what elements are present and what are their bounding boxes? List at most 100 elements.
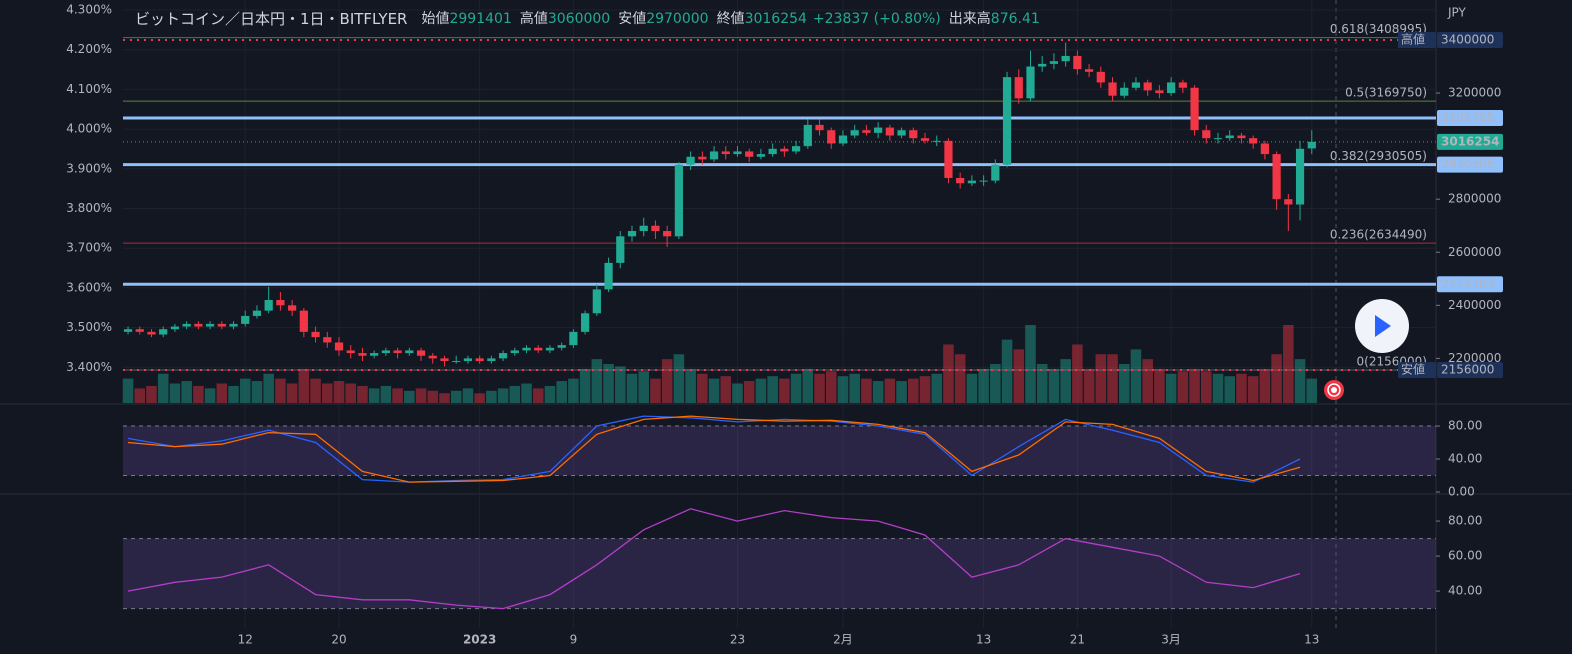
alert-button[interactable] xyxy=(1324,380,1344,400)
candle-body xyxy=(405,350,414,354)
volume-bar xyxy=(802,368,814,403)
volume-bar xyxy=(497,388,509,403)
candle-body xyxy=(791,146,801,152)
y-tick-label: 2200000 xyxy=(1448,351,1501,365)
volume-bar xyxy=(1013,349,1025,403)
volume-bar xyxy=(181,381,192,403)
candle-body xyxy=(1249,138,1258,144)
candle-body xyxy=(428,355,437,359)
volume-bar xyxy=(1130,349,1142,403)
x-tick-label: 2023 xyxy=(463,633,496,647)
volume-bar xyxy=(919,376,931,403)
band-fill xyxy=(123,426,1436,476)
volume-bar xyxy=(427,390,439,403)
y2-tick-label: 3.700% xyxy=(66,241,112,255)
legend-header: ビットコイン／日本円・1日・BITFLYER 始値2991401 高値3060000… xyxy=(135,10,1040,28)
candle-body xyxy=(229,323,238,327)
volume-bar xyxy=(275,378,286,403)
volume-bar xyxy=(638,371,649,403)
volume-bar xyxy=(392,388,403,403)
volume-bar xyxy=(1177,371,1189,403)
candle-body xyxy=(194,323,203,327)
candle-body xyxy=(850,130,859,136)
volume-bar xyxy=(603,364,614,403)
indicator-line xyxy=(127,415,1301,483)
volume-bar xyxy=(216,383,228,403)
volume-bar xyxy=(1072,344,1083,403)
volume-bar xyxy=(1025,325,1036,403)
volume-bar xyxy=(1236,373,1247,403)
volume-bar xyxy=(732,383,743,403)
volume-bar xyxy=(1048,368,1060,403)
candle-body xyxy=(534,347,543,351)
volume-bar xyxy=(720,376,732,403)
y-tick-label: 2600000 xyxy=(1448,245,1501,259)
volume-bar xyxy=(591,359,603,403)
volume-bar xyxy=(345,383,356,403)
y-tick-label: 40.00 xyxy=(1448,452,1482,466)
y-tick-label: 3200000 xyxy=(1448,86,1501,100)
band-fill xyxy=(123,538,1436,609)
replay-button[interactable] xyxy=(1355,299,1409,353)
candle-body xyxy=(498,353,508,359)
candle-body xyxy=(733,151,742,155)
x-tick-label: 13 xyxy=(976,633,991,647)
x-tick-label: 3月 xyxy=(1161,633,1181,647)
volume-bar xyxy=(966,373,978,403)
price-label-box xyxy=(1437,156,1503,173)
y-tick-label: 2400000 xyxy=(1448,298,1501,312)
x-tick-label: 23 xyxy=(730,633,745,647)
volume-bar xyxy=(837,376,849,403)
candle-body xyxy=(1237,135,1246,139)
candle-body xyxy=(147,331,156,335)
candle-body xyxy=(170,326,180,330)
replay-icon[interactable] xyxy=(1375,315,1391,337)
volume-bar xyxy=(474,393,485,403)
y2-tick-label: 3.500% xyxy=(66,320,112,334)
volume-bar xyxy=(908,378,919,403)
y-tick-label: 2800000 xyxy=(1448,192,1501,206)
candle-body xyxy=(1202,130,1211,139)
volume-bar xyxy=(122,378,134,403)
candle-body xyxy=(862,130,871,133)
level-tag: 安値 xyxy=(1401,362,1425,377)
volume-bar xyxy=(825,371,837,403)
volume-bar xyxy=(1083,368,1095,403)
candle-body xyxy=(1038,63,1047,67)
volume-bar xyxy=(568,378,579,403)
candle-body xyxy=(592,289,601,314)
alert-dot[interactable] xyxy=(1331,387,1337,393)
candle-body xyxy=(651,225,660,232)
volume-bar xyxy=(1142,359,1153,403)
candle-body xyxy=(885,127,894,136)
volume-bar xyxy=(579,368,591,403)
volume-bar xyxy=(462,388,474,403)
y2-tick-label: 4.300% xyxy=(66,3,112,17)
candle-body xyxy=(299,310,308,332)
candle-body xyxy=(944,140,953,178)
candle-body xyxy=(967,180,976,184)
y2-tick-label: 3.900% xyxy=(66,161,112,175)
candle-body xyxy=(159,329,168,335)
ohlc-value: 2970000 xyxy=(646,11,708,27)
volume-bar xyxy=(743,381,755,403)
volume-bar xyxy=(310,378,321,403)
volume-bar xyxy=(626,373,638,403)
candle-body xyxy=(1096,71,1105,83)
volume-bar xyxy=(755,378,767,403)
candle-body xyxy=(932,140,941,142)
candle-body xyxy=(663,231,672,237)
volume-bar xyxy=(333,381,345,403)
alert-ring[interactable] xyxy=(1327,383,1341,397)
candle-body xyxy=(358,353,367,356)
x-tick-label: 21 xyxy=(1070,633,1085,647)
price-label: 2479383 xyxy=(1441,277,1494,291)
candle-body xyxy=(370,353,379,356)
y2-tick-label: 3.800% xyxy=(66,201,112,215)
last-price-label: 3016254 xyxy=(1441,134,1499,148)
candle-body xyxy=(135,329,144,332)
candle-body xyxy=(768,148,777,155)
candle-body xyxy=(674,164,683,237)
level-value-box xyxy=(1437,31,1503,48)
volume-bar xyxy=(357,385,368,403)
